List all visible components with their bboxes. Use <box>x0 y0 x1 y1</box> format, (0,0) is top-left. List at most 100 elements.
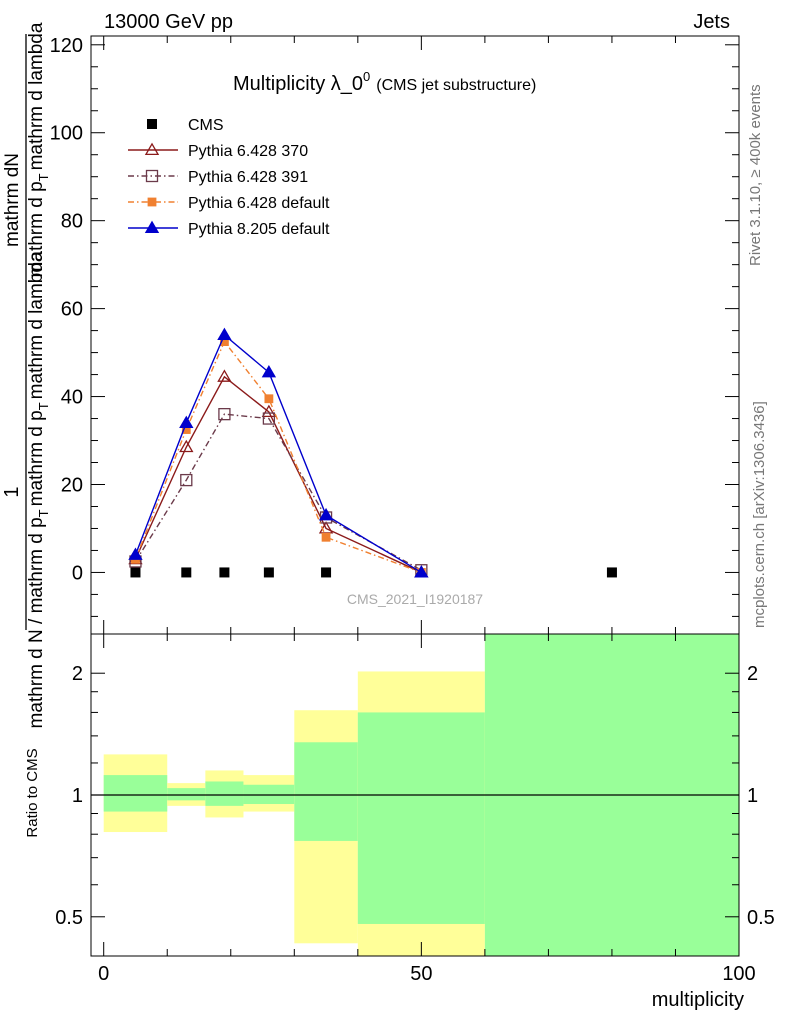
ratio-ylabel: Ratio to CMS <box>24 748 41 837</box>
main-y-ticks: 0 20 40 60 80 100 120 <box>50 35 739 617</box>
data-point <box>264 394 274 404</box>
series-2 <box>129 407 428 577</box>
data-point <box>261 365 277 378</box>
data-point <box>218 407 231 421</box>
legend-entry: Pythia 6.428 default <box>128 195 330 212</box>
legend-entry: Pythia 8.205 default <box>128 220 330 238</box>
legend-entry: CMS <box>147 117 224 134</box>
ylabel-num-text: mathrm dN <box>2 153 23 247</box>
process-label: Jets <box>693 11 730 33</box>
data-point <box>606 567 617 578</box>
data-point <box>180 473 193 487</box>
x-tick-label: 0 <box>98 963 109 985</box>
energy-label: 13000 GeV pp <box>104 11 233 33</box>
legend-entry: Pythia 6.428 391 <box>128 169 308 186</box>
y-tick-label: 120 <box>50 35 83 57</box>
ratio-band-green <box>167 788 206 801</box>
x-tick-label: 50 <box>410 963 432 985</box>
ylabel-den-sub: T <box>36 173 51 181</box>
legend-label: CMS <box>188 117 224 134</box>
ratio-y-tick-label: 0.5 <box>55 907 83 929</box>
ratio-band-green <box>294 742 358 841</box>
legend-marker <box>144 142 160 156</box>
ylabel-num: mathrm dN <box>2 153 23 247</box>
series-layer <box>128 327 617 578</box>
main-x-ticks <box>103 36 740 634</box>
y-tick-label: 60 <box>61 299 83 321</box>
data-point <box>414 565 429 578</box>
legend: CMS Pythia 6.428 370 Pythia 6.428 391 Pythi… <box>128 117 330 238</box>
series-4 <box>128 327 429 578</box>
legend-marker <box>144 220 160 234</box>
y-tick-label: 0 <box>72 562 83 584</box>
legend-entry: Pythia 6.428 370 <box>128 142 308 160</box>
main-ylabel: 1 mathrm dN mathrm d pTmathrm d lambda m… <box>1 22 51 728</box>
data-point <box>220 337 229 346</box>
title-main: Multiplicity λ_0 <box>233 73 363 95</box>
series-line <box>134 375 422 574</box>
data-point <box>179 439 194 453</box>
data-point <box>321 532 331 542</box>
main-title: Multiplicity λ_00 (CMS jet substructure) <box>233 69 536 95</box>
legend-marker <box>147 197 157 207</box>
mcplots-label: mcplots.cern.ch [arXiv:1306.3436] <box>751 401 768 628</box>
ratio-band-green <box>205 781 244 806</box>
series-0 <box>130 567 617 578</box>
ratio-y-tick-label-right: 1 <box>747 785 758 807</box>
watermark: CMS_2021_I1920187 <box>347 591 483 607</box>
data-point <box>318 507 334 521</box>
ylabel-lower-sub2: T <box>36 402 51 410</box>
ratio-band-green <box>103 775 168 812</box>
ratio-ticks: 0 50 100 0.5 0.5 1 1 2 2 <box>55 634 775 985</box>
ratio-y-tick-label-right: 2 <box>747 663 758 685</box>
ylabel-lower-c: mathrm d lambda <box>26 251 47 399</box>
series-1 <box>128 369 429 578</box>
x-axis-label: multiplicity <box>652 989 744 1011</box>
legend-marker <box>145 169 159 183</box>
data-point <box>128 547 143 560</box>
data-point <box>263 567 274 578</box>
data-point <box>130 567 141 578</box>
legend-label: Pythia 6.428 default <box>188 195 330 212</box>
series-3 <box>131 337 426 577</box>
data-point <box>179 415 194 428</box>
data-point <box>261 404 277 417</box>
y-tick-label: 80 <box>61 211 83 233</box>
y-tick-label: 100 <box>50 123 83 145</box>
legend-label: Pythia 6.428 391 <box>188 169 308 186</box>
ylabel-lower-sub1: T <box>36 509 51 517</box>
x-tick-label: 100 <box>722 963 755 985</box>
ratio-panel: 0 50 100 0.5 0.5 1 1 2 2 Ratio to CMS multiplici… <box>24 633 775 1011</box>
y-tick-label: 20 <box>61 475 83 497</box>
ratio-band-green <box>357 712 485 924</box>
ylabel-den-a: mathrm d p <box>26 181 47 277</box>
title-sub: (CMS jet substructure) <box>376 77 536 94</box>
ylabel-lower-a: mathrm d N / mathrm d p <box>26 517 47 728</box>
ratio-y-tick-label: 2 <box>72 663 83 685</box>
series-line <box>134 413 422 571</box>
data-point <box>217 369 232 382</box>
ylabel-one: 1 <box>1 486 23 497</box>
ratio-y-tick-label: 1 <box>72 785 83 807</box>
data-point <box>219 567 230 578</box>
legend-label: Pythia 6.428 370 <box>188 143 308 160</box>
legend-marker <box>147 119 157 129</box>
legend-label: Pythia 8.205 default <box>188 221 330 238</box>
rivet-label: Rivet 3.1.10, ≥ 400k events <box>747 84 764 266</box>
ylabel-den-text: mathrm d pTmathrm d lambda <box>26 22 51 277</box>
data-point <box>181 425 191 434</box>
ylabel-lower-text: mathrm d N / mathrm d pTmathrm d pTmathr… <box>26 251 51 728</box>
data-point <box>321 567 332 578</box>
main-panel: 0 20 40 60 80 100 120 CMS_2021_I1920187 Multip… <box>50 35 740 635</box>
data-point <box>181 567 192 578</box>
data-point <box>262 412 276 425</box>
ylabel-lower-b: mathrm d p <box>26 410 47 506</box>
data-point <box>217 327 232 341</box>
ratio-band-green <box>243 784 295 805</box>
series-line <box>134 333 422 574</box>
ylabel-den-b: mathrm d lambda <box>26 22 47 170</box>
ratio-y-tick-label-right: 0.5 <box>747 907 775 929</box>
y-tick-label: 40 <box>61 387 83 409</box>
series-line <box>134 340 422 574</box>
